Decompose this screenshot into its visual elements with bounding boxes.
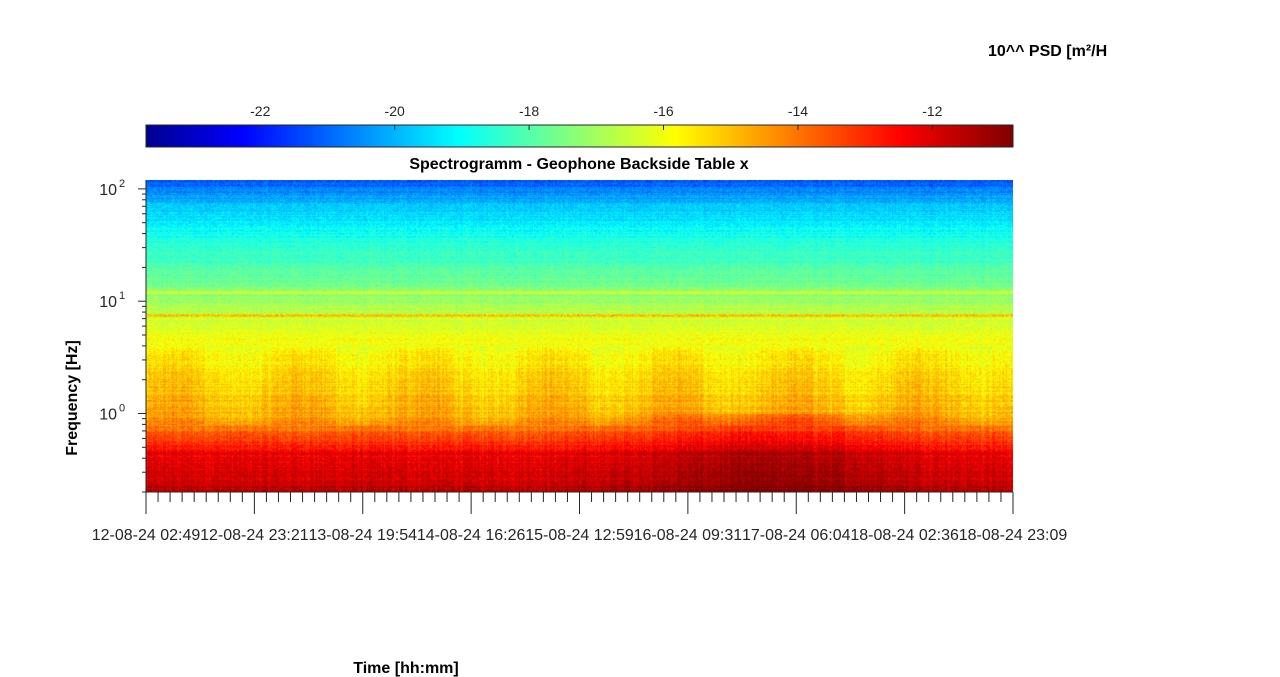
chart-title: Spectrogramm - Geophone Backside Table x bbox=[409, 156, 748, 173]
x-tick-label: 14-08-24 16:26 bbox=[417, 527, 526, 544]
x-tick-label: 16-08-24 09:31 bbox=[634, 527, 743, 544]
x-axis-ticks: 12-08-24 02:49 12-08-24 23:21 13-08-24 19:… bbox=[92, 492, 1068, 544]
x-axis-label: Time [hh:mm] bbox=[353, 660, 458, 677]
x-tick-label: 17-08-24 06:04 bbox=[742, 527, 851, 544]
colorbar: -22 -20 -18 -16 -14 -12 bbox=[145, 103, 1014, 148]
y-axis-label: Frequency [Hz] bbox=[64, 340, 81, 456]
x-tick-label: 12-08-24 23:21 bbox=[200, 527, 309, 544]
colorbar-tick-label: -18 bbox=[519, 103, 539, 119]
x-tick-label: 18-08-24 02:36 bbox=[850, 527, 959, 544]
colorbar-label: 10^^ PSD [m²/H bbox=[988, 43, 1107, 60]
y-tick-exponent: 0 bbox=[119, 403, 125, 415]
y-tick-label: 10 bbox=[99, 182, 117, 199]
x-tick-label: 18-08-24 23:09 bbox=[959, 527, 1068, 544]
y-tick-label: 10 bbox=[99, 407, 117, 424]
x-tick-label: 15-08-24 12:59 bbox=[525, 527, 634, 544]
colorbar-tick-label: -14 bbox=[788, 103, 808, 119]
x-tick-label: 12-08-24 02:49 bbox=[92, 527, 201, 544]
colorbar-tick-label: -22 bbox=[250, 103, 270, 119]
colorbar-ticks: -22 -20 -18 -16 -14 -12 bbox=[250, 103, 943, 130]
spectrogram-image bbox=[146, 180, 1013, 492]
y-tick-exponent: 1 bbox=[119, 290, 125, 302]
colorbar-tick-label: -12 bbox=[922, 103, 942, 119]
colorbar-tick-label: -16 bbox=[653, 103, 673, 119]
y-tick-label: 10 bbox=[99, 294, 117, 311]
x-tick-label: 13-08-24 19:54 bbox=[308, 527, 417, 544]
colorbar-tick-label: -20 bbox=[385, 103, 405, 119]
y-tick-exponent: 2 bbox=[119, 178, 125, 190]
colorbar-gradient bbox=[145, 124, 1014, 148]
